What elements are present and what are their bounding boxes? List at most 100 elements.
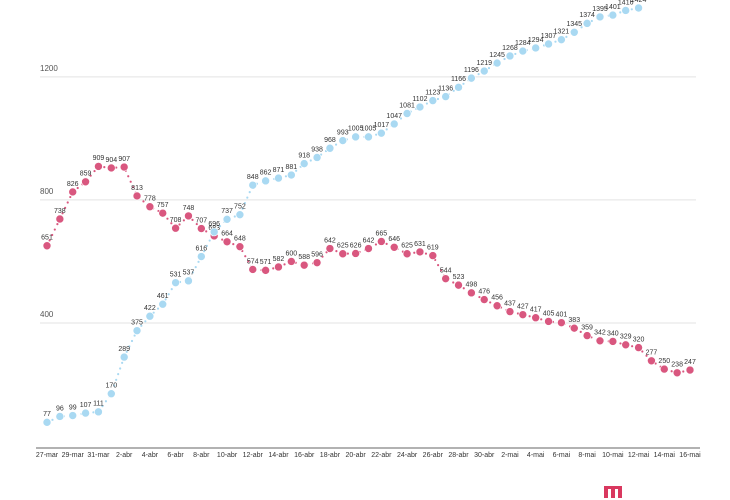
- data-point: [364, 244, 373, 253]
- y-tick-label: 1200: [40, 64, 58, 73]
- data-point: [402, 249, 412, 259]
- y-tick-label: 800: [40, 187, 54, 196]
- x-tick-label: 16-mai: [679, 452, 701, 459]
- data-point: [505, 51, 515, 61]
- data-point: [377, 237, 386, 246]
- data-label: 757: [157, 202, 169, 209]
- x-tick-label: 28-abr: [448, 452, 469, 459]
- data-point: [55, 214, 65, 224]
- data-point: [389, 242, 399, 252]
- data-label: 848: [247, 174, 259, 181]
- x-tick-label: 12-abr: [243, 452, 264, 459]
- data-point: [351, 249, 360, 258]
- data-label: 340: [607, 330, 619, 337]
- data-label: 111: [93, 401, 104, 408]
- data-label: 375: [131, 319, 143, 326]
- data-point: [145, 202, 155, 211]
- data-point: [338, 249, 348, 259]
- data-point: [197, 252, 206, 261]
- x-tick-label: 16-abr: [294, 452, 315, 459]
- x-tick-label: 20-abr: [346, 452, 367, 459]
- data-label: 918: [298, 152, 310, 159]
- data-label: 456: [491, 295, 503, 302]
- x-tick-label: 4-abr: [142, 452, 159, 459]
- data-label: 1416: [618, 0, 634, 6]
- data-point: [235, 210, 245, 219]
- x-tick-label: 30-abr: [474, 452, 495, 459]
- data-label: 778: [144, 196, 156, 203]
- data-point: [287, 257, 296, 266]
- data-label: 1374: [579, 12, 595, 19]
- data-label: 1321: [554, 29, 570, 36]
- data-label: 170: [105, 383, 117, 390]
- data-label: 1047: [386, 113, 402, 120]
- data-point: [428, 251, 438, 260]
- data-point: [685, 365, 695, 375]
- data-point: [351, 132, 360, 142]
- data-point: [42, 418, 52, 427]
- data-label: 826: [67, 181, 79, 188]
- data-label: 626: [350, 242, 362, 249]
- logo: [604, 486, 622, 498]
- data-label: 77: [43, 411, 51, 418]
- data-point: [582, 19, 592, 28]
- data-label: 427: [517, 304, 529, 311]
- data-point: [287, 170, 296, 180]
- data-point: [235, 242, 245, 251]
- data-point: [557, 35, 566, 44]
- data-label: 737: [221, 208, 233, 215]
- data-point: [492, 58, 502, 68]
- data-point: [145, 311, 155, 321]
- data-label: 748: [183, 205, 195, 212]
- data-label: 707: [195, 217, 207, 224]
- data-label: 1017: [374, 122, 390, 129]
- data-label: 904: [105, 157, 117, 164]
- data-label: 544: [440, 268, 452, 275]
- data-point: [158, 299, 168, 309]
- data-point: [621, 6, 631, 15]
- data-point: [132, 191, 142, 201]
- data-label: 642: [363, 237, 375, 244]
- data-label: 247: [684, 359, 696, 366]
- data-label: 99: [69, 404, 77, 411]
- x-tick-label: 10-mai: [602, 452, 624, 459]
- data-point: [94, 407, 103, 417]
- data-point: [119, 352, 129, 362]
- data-point: [467, 73, 476, 83]
- data-point: [94, 162, 103, 171]
- data-point: [184, 276, 193, 286]
- x-tick-label: 6-mai: [553, 452, 571, 459]
- data-label: 1345: [566, 21, 582, 28]
- data-point: [608, 10, 618, 20]
- data-label: 1166: [451, 76, 466, 83]
- data-point: [402, 109, 412, 118]
- data-point: [531, 43, 540, 53]
- data-label: 1005: [348, 126, 364, 133]
- data-label: 1102: [412, 96, 427, 103]
- data-label: 625: [337, 243, 349, 250]
- data-label: 752: [234, 204, 246, 211]
- data-point: [55, 412, 65, 421]
- data-label: 359: [581, 324, 593, 331]
- data-point: [595, 12, 605, 22]
- data-label: 648: [234, 236, 246, 243]
- data-point: [81, 408, 90, 418]
- data-point: [557, 318, 566, 327]
- data-point: [582, 331, 592, 340]
- data-point: [569, 27, 579, 37]
- data-point: [171, 278, 180, 287]
- data-point: [119, 162, 129, 172]
- data-point: [248, 265, 258, 274]
- data-point: [261, 266, 270, 275]
- data-point: [197, 224, 206, 233]
- data-label: 631: [414, 241, 426, 248]
- data-label: 1005: [361, 126, 377, 133]
- data-point: [544, 317, 553, 326]
- data-label: 1307: [541, 33, 557, 40]
- data-label: 862: [260, 170, 272, 177]
- data-point: [248, 180, 258, 190]
- data-label: 588: [298, 254, 310, 261]
- data-point: [158, 208, 168, 218]
- data-label: 813: [131, 185, 143, 192]
